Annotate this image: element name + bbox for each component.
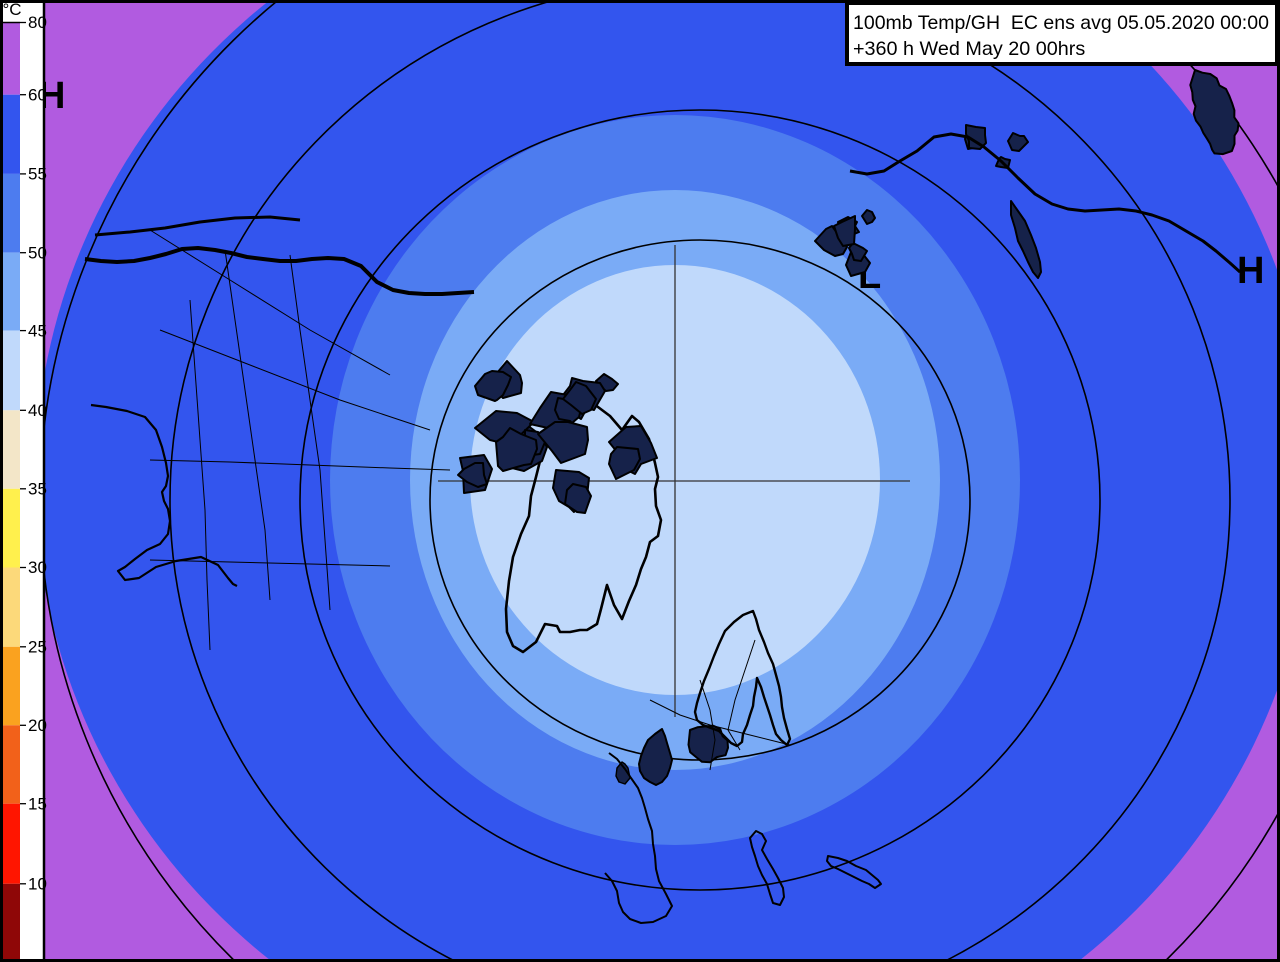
svg-text:100mb Temp/GH EC ens avg 05.0: 100mb Temp/GH EC ens avg 05.05.2020 00:0… [853,12,1269,34]
svg-text:+360 h Wed May 20 00hrs: +360 h Wed May 20 00hrs [853,38,1085,60]
svg-text:H: H [1237,250,1264,292]
